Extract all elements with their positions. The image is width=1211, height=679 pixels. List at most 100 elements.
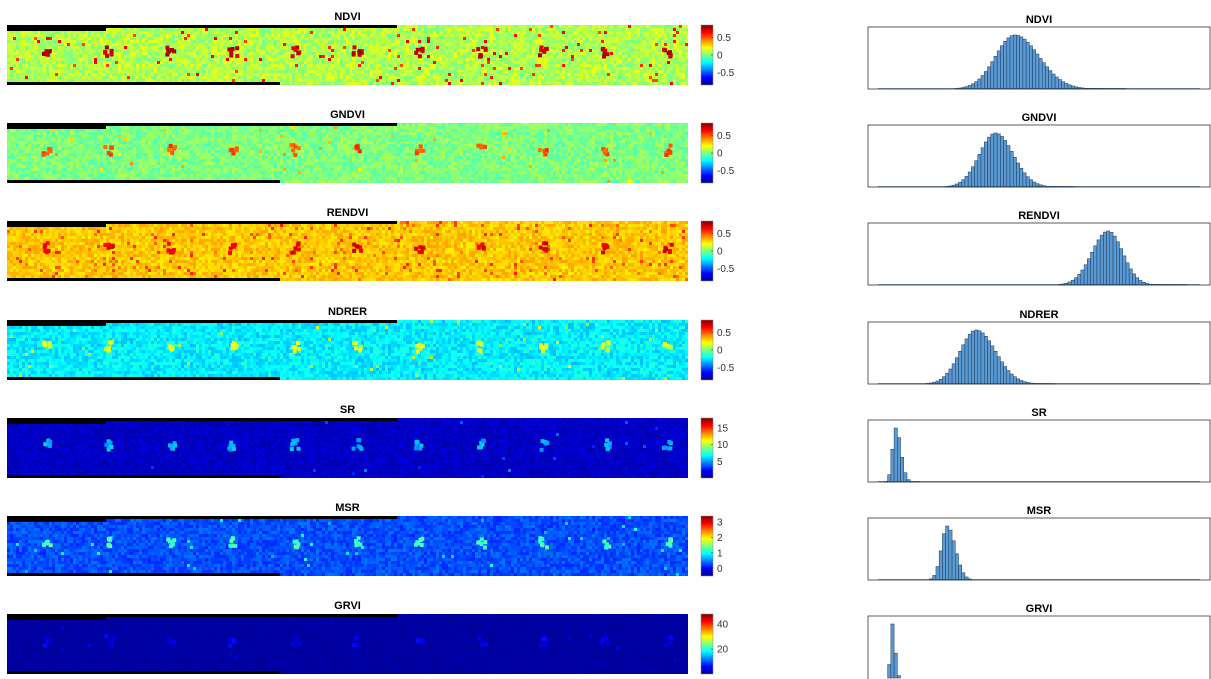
map-pixel <box>373 31 376 34</box>
map-pixel <box>502 31 505 34</box>
map-pixel <box>370 37 373 40</box>
map-pixel <box>58 46 61 49</box>
map-pixel <box>208 76 211 79</box>
map-pixel <box>472 43 475 46</box>
map-pixel <box>7 174 10 177</box>
map-pixel <box>187 64 190 67</box>
map-pixel <box>385 49 388 52</box>
map-pixel <box>19 138 22 141</box>
map-pixel <box>94 177 97 180</box>
map-pixel <box>85 162 88 165</box>
map-pixel <box>121 40 124 43</box>
map-pixel <box>598 79 601 82</box>
map-pixel <box>292 76 295 79</box>
map-pixel <box>328 82 331 85</box>
map-pixel <box>121 52 124 55</box>
map-pixel <box>178 46 181 49</box>
map-pixel <box>436 49 439 52</box>
map-pixel <box>634 28 637 31</box>
map-pixel <box>187 34 190 37</box>
map-pixel <box>685 76 688 79</box>
map-pixel <box>415 58 418 61</box>
map-pixel <box>256 70 259 73</box>
map-pixel <box>202 55 205 58</box>
map-pixel <box>142 70 145 73</box>
map-pixel <box>343 64 346 67</box>
map-pixel <box>565 79 568 82</box>
map-pixel <box>280 31 283 34</box>
map-pixel <box>499 37 502 40</box>
map-pixel <box>139 58 142 61</box>
map-pixel <box>661 79 664 82</box>
map-pixel <box>550 64 553 67</box>
map-pixel <box>16 31 19 34</box>
map-pixel <box>106 159 109 162</box>
map-pixel <box>64 40 67 43</box>
map-pixel <box>655 79 658 82</box>
map-pixel <box>79 147 82 150</box>
map-pixel <box>661 40 664 43</box>
map-pixel <box>58 64 61 67</box>
map-pixel <box>85 55 88 58</box>
map-pixel <box>400 67 403 70</box>
map-pixel <box>151 55 154 58</box>
map-pixel <box>40 34 43 37</box>
map-pixel <box>346 37 349 40</box>
map-pixel <box>82 135 85 138</box>
map-pixel <box>682 73 685 76</box>
map-pixel <box>454 25 457 28</box>
map-pixel <box>307 70 310 73</box>
map-pixel <box>70 171 73 174</box>
map-pixel <box>34 79 37 82</box>
map-pixel <box>409 82 412 85</box>
map-pixel <box>34 37 37 40</box>
map-pixel <box>163 28 166 31</box>
map-pixel <box>232 76 235 79</box>
map-pixel <box>607 46 610 49</box>
map-pixel <box>22 177 25 180</box>
map-pixel <box>604 64 607 67</box>
map-pixel <box>154 31 157 34</box>
map-pixel <box>271 37 274 40</box>
map-pixel <box>73 67 76 70</box>
map-pixel <box>25 73 28 76</box>
map-pixel <box>49 67 52 70</box>
map-pixel <box>349 73 352 76</box>
map-pixel <box>508 70 511 73</box>
map-pixel <box>391 28 394 31</box>
map-pixel <box>163 61 166 64</box>
map-pixel <box>577 58 580 61</box>
map-pixel <box>685 43 688 46</box>
map-pixel <box>496 31 499 34</box>
map-pixel <box>7 171 10 174</box>
map-pixel <box>550 82 553 85</box>
map-pixel <box>37 153 40 156</box>
map-pixel <box>205 40 208 43</box>
map-pixel <box>79 129 82 132</box>
map-pixel <box>28 132 31 135</box>
map-pixel <box>529 46 532 49</box>
map-pixel <box>301 52 304 55</box>
map-pixel <box>628 52 631 55</box>
map-pixel <box>373 55 376 58</box>
map-pixel <box>31 37 34 40</box>
map-pixel <box>193 55 196 58</box>
map-pixel <box>472 28 475 31</box>
map-pixel <box>589 34 592 37</box>
map-pixel <box>283 43 286 46</box>
map-pixel <box>205 70 208 73</box>
map-pixel <box>505 28 508 31</box>
map-pixel <box>208 55 211 58</box>
map-pixel <box>163 40 166 43</box>
map-pixel <box>115 76 118 79</box>
map-pixel <box>634 76 637 79</box>
map-pixel <box>43 70 46 73</box>
map-pixel <box>535 40 538 43</box>
map-pixel <box>433 79 436 82</box>
map-pixel <box>511 46 514 49</box>
map-pixel <box>676 55 679 58</box>
map-pixel <box>79 61 82 64</box>
map-pixel <box>280 43 283 46</box>
map-pixel <box>424 28 427 31</box>
map-pixel <box>346 40 349 43</box>
